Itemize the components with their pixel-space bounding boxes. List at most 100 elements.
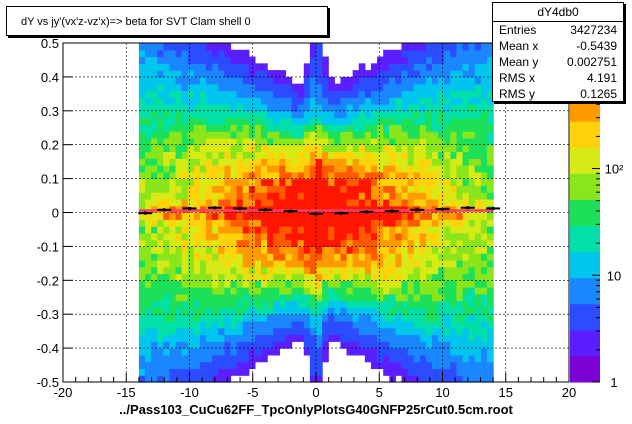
- heatmap-cell: [377, 137, 384, 146]
- heatmap-cell: [175, 239, 183, 247]
- heatmap-cell: [456, 232, 464, 241]
- heatmap-cell: [395, 56, 403, 64]
- heatmap-cell: [193, 137, 201, 146]
- heatmap-cell: [383, 158, 390, 166]
- heatmap-cell: [462, 327, 470, 336]
- heatmap-cell: [138, 117, 146, 125]
- heatmap-cell: [395, 137, 403, 146]
- heatmap-cell: [370, 280, 378, 288]
- heatmap-cell: [432, 151, 439, 159]
- heatmap-cell: [151, 253, 158, 261]
- heatmap-cell: [212, 104, 219, 112]
- heatmap-cell: [242, 104, 250, 112]
- heatmap-cell: [273, 341, 280, 349]
- heatmap-cell: [486, 300, 494, 309]
- heatmap-cell: [267, 117, 274, 125]
- heatmap-cell: [346, 171, 354, 180]
- heatmap-cell: [438, 307, 445, 315]
- heatmap-cell: [352, 70, 360, 78]
- heatmap-cell: [218, 90, 225, 98]
- heatmap-cell: [218, 56, 225, 64]
- heatmap-cell: [425, 219, 433, 227]
- heatmap-cell: [401, 76, 409, 85]
- heatmap-cell: [267, 232, 274, 241]
- heatmap-cell: [236, 287, 244, 295]
- heatmap-cell: [474, 56, 482, 64]
- heatmap-cell: [199, 226, 207, 234]
- heatmap-cell: [309, 158, 317, 166]
- heatmap-cell: [175, 117, 183, 125]
- heatmap-cell: [303, 131, 311, 139]
- heatmap-cell: [450, 266, 458, 275]
- heatmap-cell: [401, 117, 409, 125]
- heatmap-cell: [169, 314, 177, 322]
- stats-value: 0.1265: [580, 87, 617, 101]
- heatmap-cell: [169, 354, 177, 363]
- heatmap-cell: [236, 314, 244, 322]
- heatmap-cell: [407, 354, 415, 363]
- heatmap-cell: [297, 97, 305, 105]
- heatmap-cell: [279, 178, 287, 186]
- heatmap-cell: [383, 232, 390, 241]
- heatmap-cell: [450, 259, 458, 268]
- heatmap-cell: [456, 334, 464, 342]
- heatmap-cell: [340, 307, 348, 315]
- heatmap-cell: [407, 49, 415, 58]
- heatmap-cell: [407, 293, 415, 302]
- heatmap-cell: [432, 76, 439, 85]
- heatmap-cell: [261, 97, 268, 105]
- heatmap-cell: [254, 137, 262, 146]
- heatmap-cell: [169, 165, 177, 173]
- heatmap-cell: [444, 43, 451, 51]
- heatmap-cell: [389, 327, 396, 336]
- heatmap-cell: [254, 198, 262, 207]
- heatmap-cell: [193, 63, 201, 71]
- heatmap-cell: [468, 219, 476, 227]
- heatmap-cell: [328, 253, 335, 261]
- heatmap-cell: [480, 110, 488, 119]
- heatmap-cell: [364, 151, 372, 159]
- heatmap-cell: [206, 266, 213, 275]
- heatmap-cell: [145, 341, 152, 349]
- heatmap-cell: [358, 165, 366, 173]
- heatmap-cell: [279, 341, 287, 349]
- heatmap-cell: [248, 348, 256, 356]
- heatmap-cell: [169, 219, 177, 227]
- heatmap-cell: [254, 239, 262, 247]
- heatmap-cell: [206, 131, 213, 139]
- heatmap-cell: [370, 144, 378, 153]
- heatmap-cell: [267, 300, 274, 309]
- heatmap-cell: [364, 253, 372, 261]
- heatmap-cell: [328, 151, 335, 159]
- heatmap-cell: [157, 131, 164, 139]
- heatmap-cell: [486, 212, 494, 220]
- heatmap-cell: [322, 151, 329, 159]
- heatmap-cell: [389, 97, 396, 105]
- heatmap-cell: [254, 273, 262, 281]
- heatmap-cell: [157, 185, 164, 193]
- y-tick-label: -0.3: [37, 307, 59, 322]
- heatmap-cell: [328, 232, 335, 241]
- heatmap-cell: [175, 341, 183, 349]
- heatmap-cell: [254, 226, 262, 234]
- heatmap-cell: [419, 226, 427, 234]
- heatmap-cell: [230, 334, 238, 342]
- heatmap-cell: [224, 348, 232, 356]
- heatmap-cell: [212, 158, 219, 166]
- heatmap-cell: [419, 76, 427, 85]
- heatmap-cell: [138, 354, 146, 363]
- heatmap-cell: [248, 185, 256, 193]
- heatmap-cell: [303, 90, 311, 98]
- heatmap-cell: [438, 266, 445, 275]
- heatmap-cell: [242, 334, 250, 342]
- heatmap-cell: [145, 368, 152, 376]
- heatmap-cell: [340, 253, 348, 261]
- heatmap-cell: [218, 334, 225, 342]
- heatmap-cell: [425, 131, 433, 139]
- z-tick-label: 10: [607, 268, 621, 283]
- heatmap-cell: [407, 361, 415, 370]
- heatmap-cell: [438, 259, 445, 268]
- heatmap-cell: [206, 192, 213, 200]
- heatmap-cell: [309, 232, 317, 241]
- heatmap-cell: [267, 70, 274, 78]
